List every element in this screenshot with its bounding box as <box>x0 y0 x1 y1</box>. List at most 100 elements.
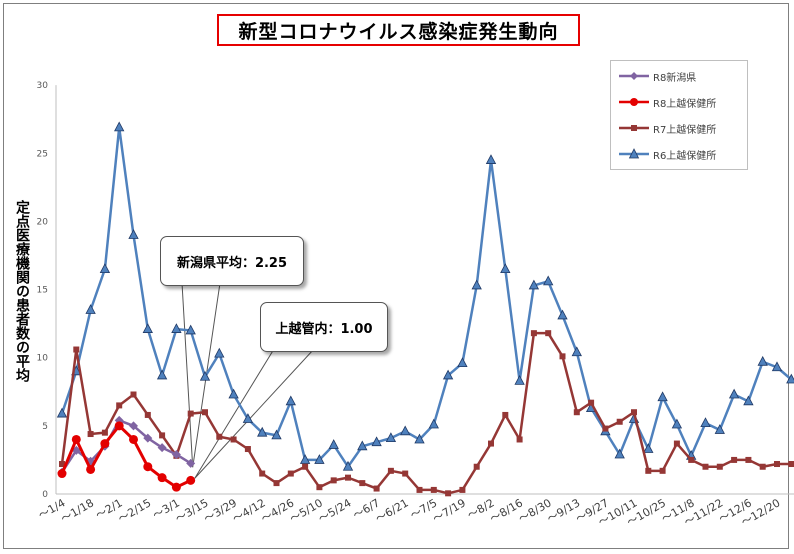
data-point-2 <box>774 461 780 468</box>
data-point-2 <box>187 410 194 417</box>
data-point-2 <box>387 467 394 474</box>
data-point-0 <box>129 421 138 431</box>
data-point-2 <box>559 353 566 360</box>
legend-item: R7上越保健所 <box>617 120 716 136</box>
data-point-2 <box>445 490 452 497</box>
data-point-3 <box>185 324 196 335</box>
data-point-2 <box>688 456 695 463</box>
data-point-3 <box>114 121 125 132</box>
series-line-0 <box>60 419 192 473</box>
y-tick-label: 25 <box>37 149 48 159</box>
data-point-3 <box>743 395 754 406</box>
legend-label: R8上越保健所 <box>653 98 717 110</box>
data-point-3 <box>371 436 382 447</box>
data-point-3 <box>442 369 454 380</box>
data-point-2 <box>116 402 123 409</box>
x-tick-label: ～1/18 <box>59 496 96 525</box>
data-point-3 <box>328 439 339 449</box>
data-point-3 <box>199 370 211 381</box>
series-line-3 <box>60 126 793 468</box>
data-point-3 <box>156 369 168 380</box>
data-point-2 <box>345 474 351 481</box>
data-point-3 <box>557 309 568 320</box>
data-point-3 <box>314 454 325 464</box>
data-point-3 <box>299 454 311 464</box>
chart-title: 新型コロナウイルス感染症発生動向 <box>217 14 580 46</box>
data-point-2 <box>202 409 208 416</box>
data-point-3 <box>485 154 497 164</box>
data-point-1 <box>129 434 138 444</box>
data-point-0 <box>186 458 196 468</box>
data-point-2 <box>473 463 480 470</box>
callout-joetsu: 上越管内：1.00 <box>260 302 388 352</box>
data-point-2 <box>788 461 794 468</box>
y-tick-label: 15 <box>37 286 48 296</box>
legend-swatch <box>619 98 649 106</box>
data-point-3 <box>571 346 582 357</box>
data-point-2 <box>716 463 723 470</box>
legend-item: R8新潟県 <box>617 68 696 84</box>
data-point-2 <box>702 463 709 470</box>
data-point-3 <box>414 433 425 444</box>
data-point-3 <box>214 347 225 358</box>
data-point-1 <box>157 473 167 483</box>
data-point-2 <box>287 470 294 477</box>
x-tick-label: ～5/24 <box>316 496 353 525</box>
data-point-3 <box>643 443 654 453</box>
data-point-1 <box>171 482 181 492</box>
data-point-2 <box>488 440 494 447</box>
data-point-1 <box>100 439 110 449</box>
data-point-2 <box>645 467 652 474</box>
data-point-1 <box>86 464 96 474</box>
data-point-2 <box>373 485 380 492</box>
series-line-2 <box>60 331 792 495</box>
data-point-3 <box>142 323 153 333</box>
data-point-1 <box>186 475 196 485</box>
data-point-0 <box>157 443 167 453</box>
data-point-3 <box>757 355 768 366</box>
data-point-2 <box>530 330 537 337</box>
data-point-3 <box>543 275 554 286</box>
data-point-3 <box>457 357 468 368</box>
data-point-2 <box>731 456 738 463</box>
legend-swatch <box>619 148 649 159</box>
data-point-2 <box>273 480 280 487</box>
data-point-3 <box>271 429 282 440</box>
data-point-2 <box>73 346 80 353</box>
data-point-2 <box>244 446 251 453</box>
data-point-3 <box>357 440 368 451</box>
data-point-2 <box>759 463 766 470</box>
data-point-3 <box>257 426 268 437</box>
data-point-2 <box>745 456 752 463</box>
data-point-0 <box>143 433 153 443</box>
data-point-2 <box>516 436 523 443</box>
data-point-3 <box>728 388 740 399</box>
data-point-2 <box>230 436 237 443</box>
y-axis-label: 定点医療機関の患者数の平均 <box>14 200 30 382</box>
data-point-2 <box>330 477 337 484</box>
data-point-3 <box>700 417 711 428</box>
legend-label: R6上越保健所 <box>653 150 717 162</box>
data-point-2 <box>588 399 595 406</box>
data-point-2 <box>359 480 366 487</box>
data-point-0 <box>171 449 181 459</box>
data-point-2 <box>573 409 580 416</box>
legend-label: R8新潟県 <box>653 72 697 84</box>
data-point-3 <box>471 279 482 290</box>
data-point-3 <box>771 361 783 372</box>
data-point-3 <box>285 395 296 406</box>
data-point-2 <box>616 418 623 425</box>
data-point-3 <box>500 263 511 274</box>
data-point-2 <box>87 431 94 438</box>
data-point-3 <box>671 418 683 429</box>
legend-swatch <box>619 72 649 80</box>
data-point-2 <box>59 461 65 468</box>
y-tick-label: 30 <box>37 81 49 91</box>
legend-swatch <box>619 125 649 131</box>
data-point-2 <box>631 409 637 416</box>
data-point-3 <box>428 418 439 429</box>
data-point-2 <box>416 486 423 493</box>
callout-niigata-pointer <box>181 282 221 468</box>
data-point-3 <box>242 413 254 423</box>
